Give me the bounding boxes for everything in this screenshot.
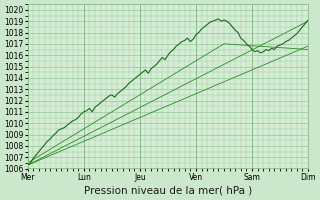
- X-axis label: Pression niveau de la mer( hPa ): Pression niveau de la mer( hPa ): [84, 186, 252, 196]
